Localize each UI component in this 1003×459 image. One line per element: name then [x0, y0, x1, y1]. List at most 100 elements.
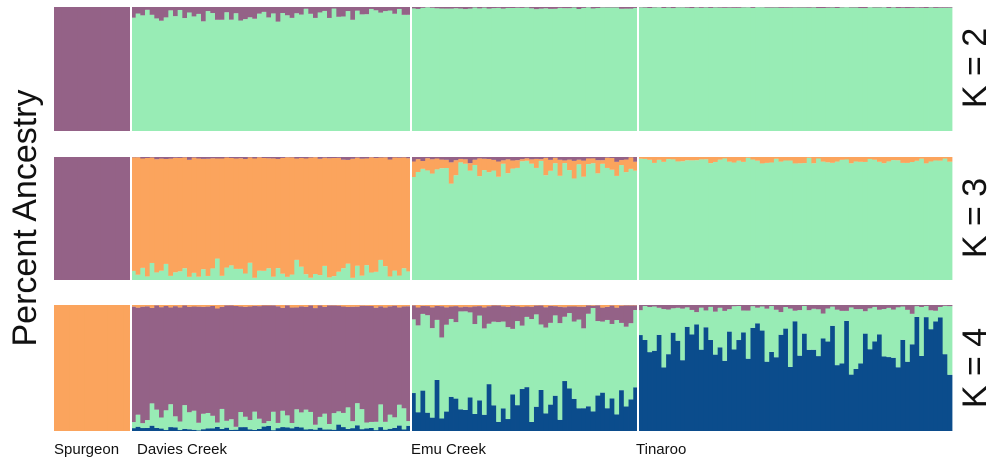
ancestry-bar-segment — [168, 404, 174, 428]
ancestry-bar-segment — [187, 276, 193, 280]
ancestry-bar-segment — [299, 14, 305, 131]
ancestry-bar-segment — [336, 305, 342, 412]
ancestry-bar-segment — [557, 305, 563, 307]
ancestry-bar-segment — [909, 305, 915, 314]
ancestry-bar-segment — [778, 7, 784, 8]
ancestry-bar-segment — [567, 306, 573, 314]
ancestry-bar-segment — [299, 412, 305, 428]
ancestry-bar-segment — [145, 276, 151, 280]
ancestry-bar-segment — [54, 7, 63, 131]
population-divider — [410, 157, 412, 280]
ancestry-bar-segment — [834, 7, 840, 8]
ancestry-bar-segment — [401, 268, 407, 280]
ancestry-bar-segment — [257, 418, 263, 429]
ancestry-bar-segment — [257, 13, 263, 131]
ancestry-bar-segment — [453, 305, 459, 307]
ancestry-bar-segment — [769, 351, 775, 431]
ancestry-bar-segment — [481, 7, 488, 8]
ancestry-bar-segment — [510, 157, 516, 161]
ancestry-bar-segment — [359, 429, 365, 431]
ancestry-bar-segment — [689, 305, 695, 310]
ancestry-bar-segment — [717, 157, 723, 160]
ancestry-bar-segment — [872, 306, 878, 342]
ancestry-bar-segment — [571, 7, 577, 132]
ancestry-bar-segment — [820, 7, 826, 9]
ancestry-bar-segment — [670, 157, 676, 160]
ancestry-bar-segment — [383, 157, 389, 267]
ancestry-bar-segment — [439, 8, 445, 132]
ancestry-bar-segment — [463, 305, 469, 307]
ancestry-bar-segment — [224, 12, 230, 132]
ancestry-bar-segment — [317, 305, 323, 417]
ancestry-bar-segment — [275, 305, 281, 307]
ancestry-bar-segment — [294, 305, 300, 308]
ancestry-bar-segment — [708, 157, 714, 164]
ancestry-bar-segment — [373, 421, 379, 431]
ancestry-bar-segment — [467, 8, 473, 132]
ancestry-bar-segment — [463, 311, 469, 410]
ancestry-bar-segment — [159, 158, 165, 271]
ancestry-bar-segment — [947, 306, 953, 375]
ancestry-bar-segment — [830, 325, 836, 431]
ancestry-bar-segment — [529, 319, 535, 422]
ancestry-bar-segment — [420, 305, 426, 314]
ancestry-bar-segment — [703, 159, 709, 280]
ancestry-bar-segment — [895, 8, 901, 131]
ancestry-bar-segment — [444, 411, 450, 431]
ancestry-bar-segment — [429, 173, 436, 280]
ancestry-bar-segment — [448, 318, 454, 397]
ancestry-bar-segment — [820, 338, 826, 431]
ancestry-bar-segment — [322, 157, 328, 158]
ancestry-bar-segment — [425, 306, 431, 316]
ancestry-bar-segment — [135, 305, 141, 308]
ancestry-bar-segment — [548, 157, 554, 160]
ancestry-bar-segment — [289, 7, 295, 18]
ancestry-bar-segment — [261, 305, 267, 424]
ancestry-bar-segment — [684, 305, 690, 308]
ancestry-bar-segment — [942, 305, 948, 355]
ancestry-bar-segment — [496, 161, 502, 177]
ancestry-bar-segment — [205, 412, 211, 429]
ancestry-bar-segment — [135, 7, 141, 14]
ancestry-bar-segment — [609, 323, 615, 399]
ancestry-bar-segment — [764, 7, 770, 8]
ancestry-bar-segment — [177, 157, 183, 158]
ancestry-bar-segment — [529, 157, 535, 160]
ancestry-bar-segment — [173, 305, 179, 307]
ancestry-bar-segment — [224, 157, 230, 268]
ancestry-bar-segment — [131, 305, 137, 307]
ancestry-bar-segment — [576, 408, 582, 431]
ancestry-bar-segment — [764, 308, 770, 362]
ancestry-bar-segment — [891, 309, 897, 358]
ancestry-bar-segment — [590, 163, 596, 280]
ancestry-bar-segment — [289, 305, 295, 308]
ancestry-bar-segment — [543, 175, 549, 280]
ancestry-bar-segment — [434, 157, 440, 159]
ancestry-bar-segment — [187, 305, 193, 307]
ancestry-bar-segment — [736, 305, 742, 306]
ancestry-bar-segment — [703, 157, 709, 160]
ancestry-bar-segment — [145, 427, 151, 431]
ancestry-bar-segment — [415, 412, 421, 431]
ancestry-bar-segment — [576, 164, 582, 280]
ancestry-bar-segment — [472, 413, 478, 431]
ancestry-bar-segment — [567, 8, 573, 132]
ancestry-bar-segment — [590, 158, 596, 164]
ancestry-bar-segment — [619, 8, 625, 131]
ancestry-bar-segment — [500, 163, 506, 280]
ancestry-bar-segment — [173, 157, 179, 158]
ancestry-bar-segment — [919, 7, 925, 131]
ancestry-bar-segment — [275, 428, 281, 431]
ancestry-bar-segment — [173, 416, 179, 428]
ancestry-bar-segment — [675, 307, 681, 341]
ancestry-bar-segment — [486, 306, 492, 324]
ancestry-bar-segment — [159, 157, 165, 159]
ancestry-bar-segment — [778, 157, 784, 162]
ancestry-bar-segment — [529, 7, 535, 9]
ancestry-bar-segment — [834, 305, 840, 310]
ancestry-bar-segment — [486, 159, 492, 173]
ancestry-bar-segment — [261, 158, 267, 271]
ancestry-bar-segment — [481, 414, 488, 431]
ancestry-bar-segment — [811, 157, 817, 164]
ancestry-bar-segment — [548, 170, 554, 280]
